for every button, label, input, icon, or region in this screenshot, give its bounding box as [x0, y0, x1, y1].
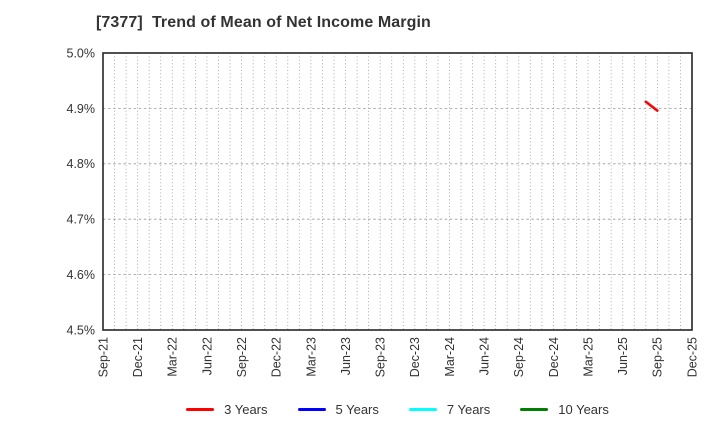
legend-line-icon — [408, 408, 437, 411]
x-tick-labels: Sep-21 Dec-21 Mar-22 Jun-22 Sep-22 Dec-22 Mar-… — [96, 337, 699, 377]
x-tick-label: Sep-25 — [651, 337, 665, 377]
x-tick-label: Sep-21 — [96, 337, 110, 377]
legend-item-5-years: 5 Years — [297, 402, 379, 417]
legend-label: 10 Years — [558, 402, 609, 417]
legend-label: 3 Years — [224, 402, 268, 417]
x-tick-label: Jun-23 — [339, 337, 353, 375]
x-tick-label: Mar-25 — [581, 337, 595, 377]
legend-label: 7 Years — [446, 402, 491, 417]
x-tick-label: Mar-24 — [443, 337, 457, 377]
legend-item-7-years: 7 Years — [408, 402, 491, 417]
legend-item-10-years: 10 Years — [520, 403, 609, 416]
legend-line-icon — [186, 408, 215, 411]
x-tick-label: Dec-25 — [685, 337, 699, 377]
plot-border — [102, 52, 693, 331]
x-tick-label: Dec-24 — [547, 337, 561, 377]
x-tick-label: Dec-22 — [270, 337, 284, 377]
horizontal-gridlines — [103, 108, 692, 276]
legend-item-3-years: 3 Years — [186, 402, 268, 417]
y-tick-label: 5.0% — [67, 46, 96, 60]
y-tick-label: 4.5% — [67, 323, 96, 337]
y-tick-labels: 5.0% 4.9% 4.8% 4.7% 4.6% 4.5% — [67, 46, 96, 337]
legend: 3 Years 5 Years 7 Years 10 Years — [75, 403, 720, 416]
x-tick-label: Jun-25 — [616, 337, 630, 375]
legend-line-icon — [297, 408, 326, 411]
chart-title: [7377] Trend of Mean of Net Income Margi… — [96, 14, 431, 31]
legend-line-icon — [520, 408, 549, 411]
x-tick-label: Jun-24 — [477, 337, 491, 375]
y-tick-label: 4.9% — [67, 102, 96, 116]
x-tick-label: Sep-22 — [235, 337, 249, 377]
vertical-gridlines — [114, 53, 681, 330]
x-tick-label: Jun-22 — [200, 337, 214, 375]
y-tick-label: 4.7% — [67, 213, 96, 227]
x-tick-label: Sep-23 — [374, 337, 388, 377]
x-tick-label: Dec-21 — [131, 337, 145, 377]
y-tick-label: 4.8% — [67, 157, 96, 171]
series-line-3-years — [644, 100, 659, 112]
legend-label: 5 Years — [335, 402, 379, 417]
x-tick-label: Mar-23 — [304, 337, 318, 377]
x-tick-label: Dec-23 — [408, 337, 422, 377]
x-tick-label: Sep-24 — [512, 337, 526, 377]
y-tick-label: 4.6% — [67, 268, 96, 282]
x-tick-label: Mar-22 — [166, 337, 180, 377]
